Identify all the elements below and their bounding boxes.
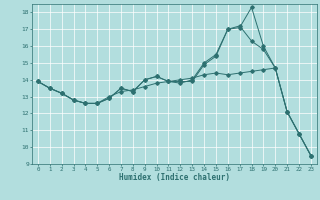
X-axis label: Humidex (Indice chaleur): Humidex (Indice chaleur)	[119, 173, 230, 182]
